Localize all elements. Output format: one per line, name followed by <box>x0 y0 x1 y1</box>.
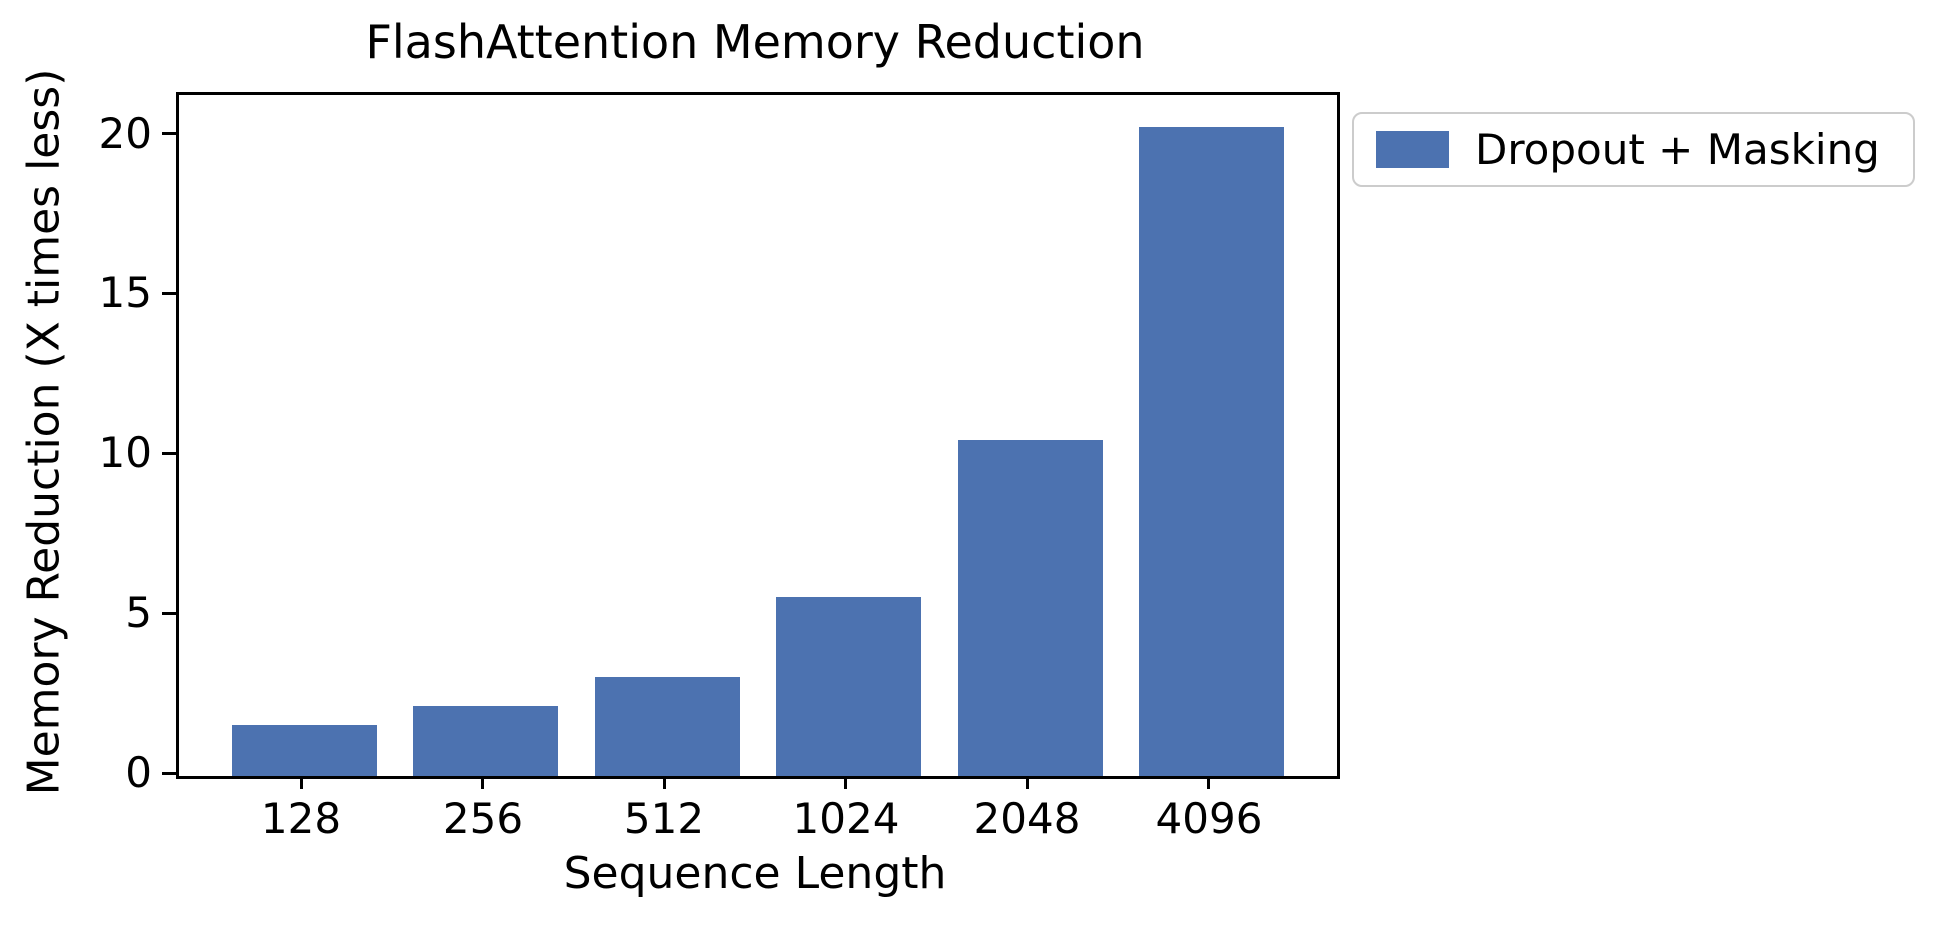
x-tick-mark-4096 <box>1207 776 1210 789</box>
x-tick-label-512: 512 <box>623 794 705 843</box>
x-axis-label: Sequence Length <box>563 848 947 899</box>
bar-512 <box>595 677 740 776</box>
chart-title: FlashAttention Memory Reduction <box>365 15 1145 69</box>
y-tick-label-20: 20 <box>98 109 152 158</box>
y-tick-label-15: 15 <box>98 268 152 317</box>
bar-128 <box>232 725 377 776</box>
x-tick-label-1024: 1024 <box>792 794 900 843</box>
x-tick-mark-128 <box>300 776 303 789</box>
bar-4096 <box>1139 127 1284 776</box>
x-tick-label-256: 256 <box>442 794 524 843</box>
plot-area <box>176 92 1340 779</box>
y-tick-label-0: 0 <box>125 748 152 797</box>
y-tick-mark-20 <box>162 132 176 135</box>
y-tick-mark-15 <box>162 292 176 295</box>
x-tick-mark-1024 <box>844 776 847 789</box>
legend: Dropout + Masking <box>1352 112 1915 187</box>
y-tick-label-10: 10 <box>98 428 152 477</box>
y-tick-mark-5 <box>162 612 176 615</box>
y-tick-mark-10 <box>162 452 176 455</box>
x-tick-mark-2048 <box>1026 776 1029 789</box>
y-axis-label: Memory Reduction (X times less) <box>18 68 70 796</box>
bar-2048 <box>958 440 1103 776</box>
x-tick-mark-512 <box>663 776 666 789</box>
legend-label: Dropout + Masking <box>1475 125 1880 174</box>
bar-256 <box>413 706 558 776</box>
bar-1024 <box>776 597 921 776</box>
y-tick-label-5: 5 <box>125 588 152 637</box>
x-tick-label-4096: 4096 <box>1155 794 1263 843</box>
x-tick-label-128: 128 <box>260 794 342 843</box>
x-tick-mark-256 <box>481 776 484 789</box>
y-tick-mark-0 <box>162 772 176 775</box>
legend-swatch-icon <box>1376 131 1449 168</box>
x-tick-label-2048: 2048 <box>973 794 1081 843</box>
